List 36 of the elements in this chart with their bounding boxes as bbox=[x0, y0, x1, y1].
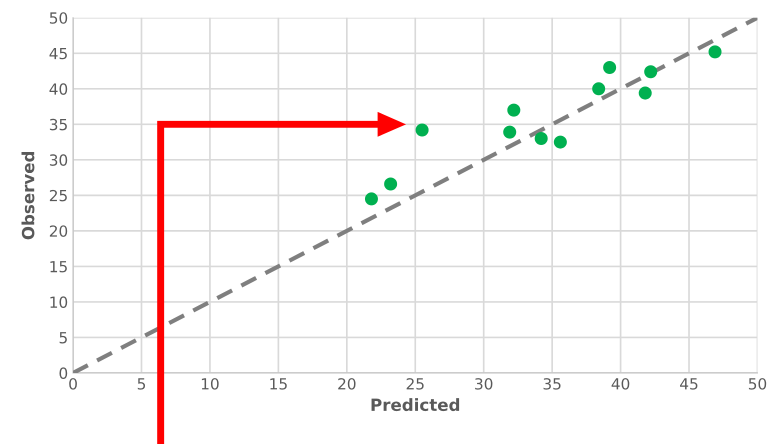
point bbox=[592, 82, 606, 96]
point bbox=[507, 104, 520, 117]
y-tick-label: 35 bbox=[50, 118, 67, 130]
x-tick-label: 15 bbox=[270, 378, 287, 390]
point bbox=[554, 136, 567, 149]
y-axis-title: Observed bbox=[22, 152, 34, 240]
y-tick-label: 15 bbox=[50, 261, 67, 272]
point bbox=[364, 192, 378, 206]
point bbox=[503, 126, 516, 139]
x-tick-label: 40 bbox=[612, 378, 630, 390]
x-tick-label: 30 bbox=[475, 378, 492, 390]
point bbox=[384, 177, 398, 190]
point bbox=[534, 132, 548, 146]
y-tick-label: 0 bbox=[59, 367, 68, 379]
y-tick-label: 40 bbox=[50, 83, 68, 95]
x-axis-title: Predicted bbox=[372, 398, 460, 412]
y-tick-label: 20 bbox=[50, 225, 68, 237]
y-tick-label: 50 bbox=[50, 12, 68, 24]
y-tick-label: 5 bbox=[60, 332, 67, 344]
point bbox=[708, 45, 722, 58]
point bbox=[644, 65, 658, 78]
x-tick-label: 25 bbox=[406, 378, 424, 390]
x-tick-label: 50 bbox=[748, 378, 766, 390]
point bbox=[416, 124, 429, 137]
x-tick-label: 5 bbox=[138, 378, 146, 390]
y-tick-label: 25 bbox=[50, 190, 67, 202]
x-tick-label: 10 bbox=[202, 378, 219, 390]
x-tick-label: 20 bbox=[338, 378, 356, 390]
point bbox=[603, 60, 616, 74]
point bbox=[638, 86, 652, 100]
y-tick-label: 45 bbox=[50, 48, 67, 60]
x-tick-label: 0 bbox=[69, 378, 77, 390]
x-tick-label: 45 bbox=[680, 378, 698, 390]
y-tick-label: 30 bbox=[50, 154, 68, 166]
x-tick-label: 35 bbox=[544, 378, 561, 390]
y-tick-label: 10 bbox=[50, 296, 68, 308]
